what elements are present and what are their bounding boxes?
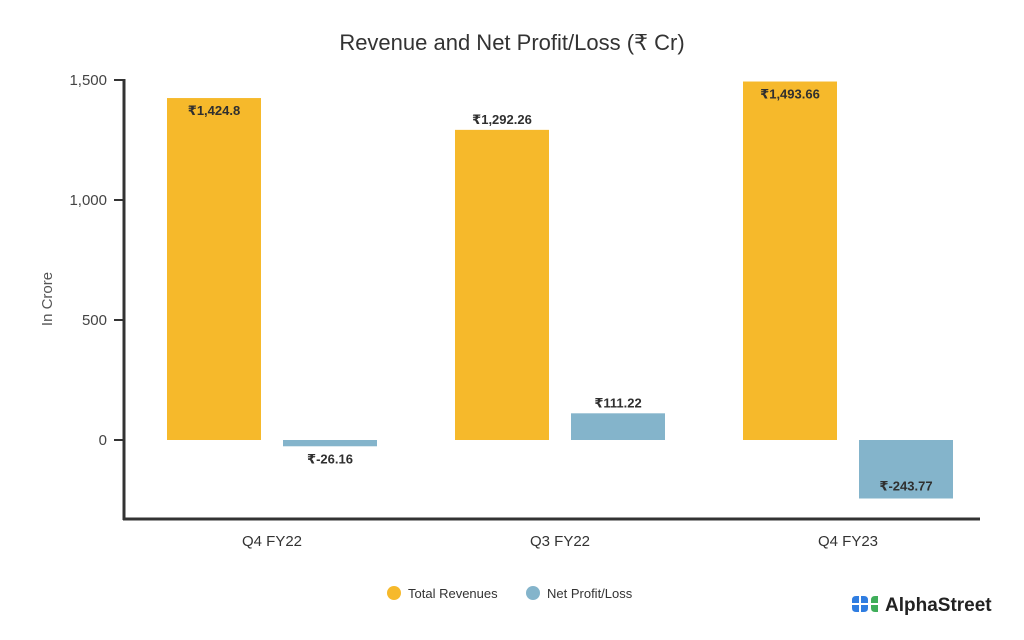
legend-label: Total Revenues [408, 586, 498, 601]
y-tick-label: 0 [99, 432, 107, 449]
legend-item-total-revenues[interactable]: Total Revenues [387, 586, 498, 601]
bar-total-revenues[interactable] [743, 81, 837, 440]
y-tick-label: 1,500 [69, 72, 107, 89]
data-labels-group: ₹1,424.8 ₹1,292.26 ₹1,493.66 ₹-26.16 ₹111.22… [188, 87, 933, 494]
bar-net-profit-loss[interactable] [859, 440, 953, 499]
legend-swatch-total-revenues [387, 586, 401, 600]
x-tick-label: Q4 FY22 [242, 533, 302, 550]
chart-title: Revenue and Net Profit/Loss (₹ Cr) [339, 30, 684, 55]
alphastreet-logo: AlphaStreet [852, 595, 992, 616]
data-label: ₹-26.16 [307, 451, 353, 466]
y-axis-ticks: 0 500 1,000 1,500 [69, 72, 124, 449]
legend-item-net-profit-loss[interactable]: Net Profit/Loss [526, 586, 633, 601]
bar-net-profit-loss[interactable] [571, 413, 665, 440]
data-label: ₹1,493.66 [760, 87, 820, 102]
legend-label: Net Profit/Loss [547, 586, 633, 601]
alphastreet-wordmark: AlphaStreet [885, 595, 992, 616]
y-tick-label: 500 [82, 312, 107, 329]
y-axis-label: In Crore [39, 272, 56, 326]
legend-swatch-net-profit-loss [526, 586, 540, 600]
x-tick-label: Q3 FY22 [530, 533, 590, 550]
bar-total-revenues[interactable] [455, 129, 549, 440]
data-label: ₹-243.77 [879, 479, 932, 494]
y-tick-label: 1,000 [69, 192, 107, 209]
x-axis-categories: Q4 FY22 Q3 FY22 Q4 FY23 [242, 533, 878, 550]
data-label: ₹1,292.26 [472, 112, 532, 127]
bars-group [167, 81, 953, 499]
legend: Total Revenues Net Profit/Loss [387, 586, 633, 601]
bar-total-revenues[interactable] [167, 98, 261, 440]
data-label: ₹1,424.8 [188, 103, 240, 118]
alphastreet-logo-icon [852, 596, 878, 612]
bar-net-profit-loss[interactable] [283, 440, 377, 447]
data-label: ₹111.22 [594, 395, 641, 410]
x-tick-label: Q4 FY23 [818, 533, 878, 550]
